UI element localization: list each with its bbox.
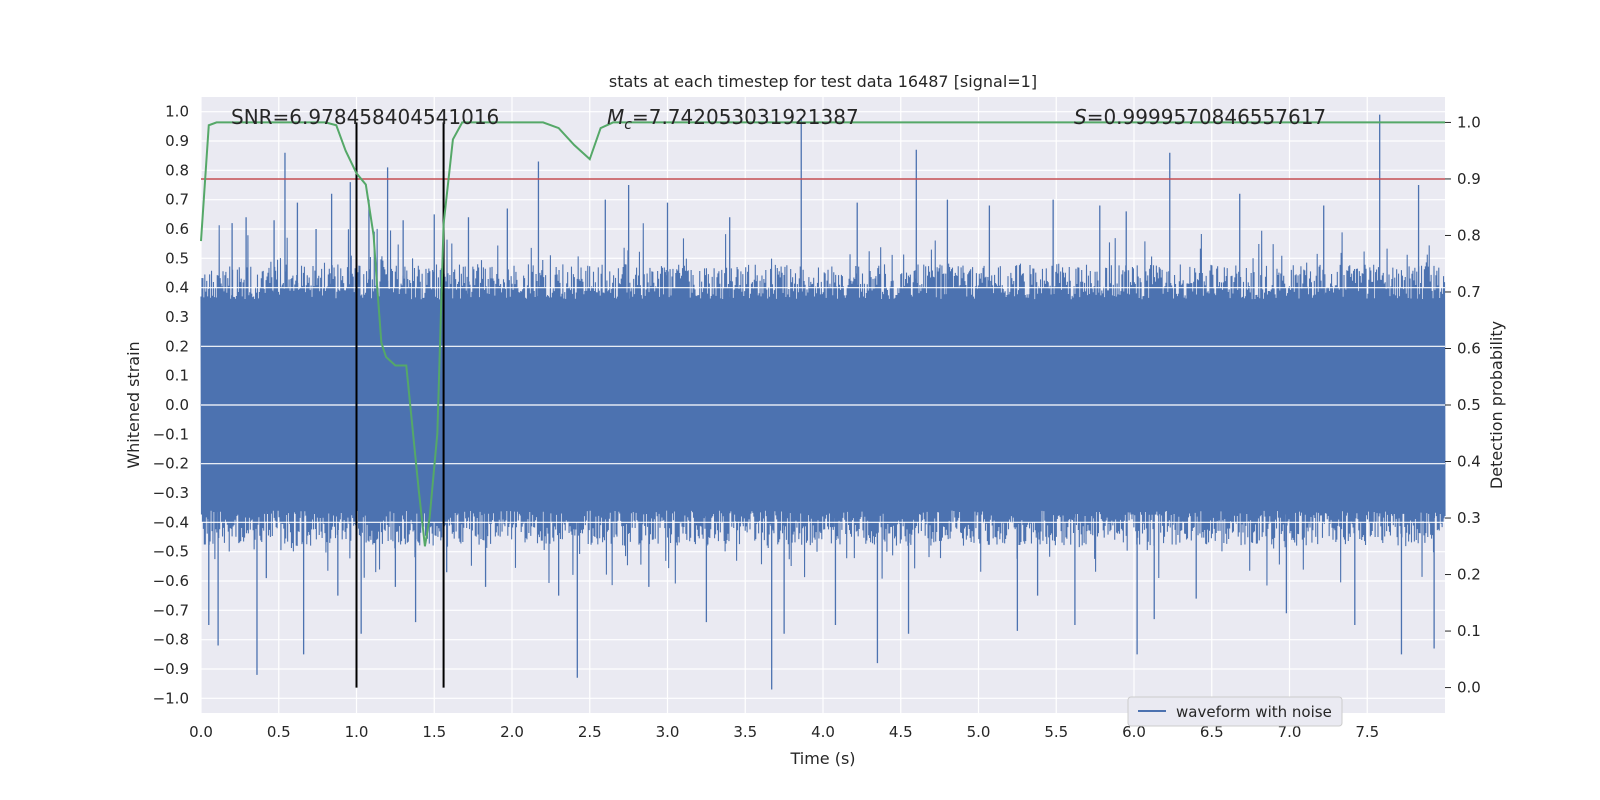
x-tick-label: 4.0 [811, 723, 835, 741]
y-tick-label: −0.6 [153, 572, 189, 590]
chirp-mass-annotation: Mc=7.742053031921387 [607, 105, 859, 133]
y-tick-label: −0.7 [153, 601, 189, 619]
y-tick-label: 0.1 [165, 367, 189, 385]
x-tick-label: 2.5 [578, 723, 602, 741]
y-tick-label: 0.0 [165, 396, 189, 414]
y-tick-label: 0.3 [165, 308, 189, 326]
y-tick-label: −0.8 [153, 631, 189, 649]
y-tick-label: 0.8 [165, 161, 189, 179]
y2-tick-label: 1.0 [1457, 113, 1481, 131]
y-tick-label: −0.3 [153, 484, 189, 502]
x-tick-label: 3.5 [733, 723, 757, 741]
x-tick-label: 7.0 [1278, 723, 1302, 741]
y2-tick-label: 0.9 [1457, 170, 1481, 188]
x-tick-label: 5.0 [967, 723, 991, 741]
y2-tick-label: 0.6 [1457, 339, 1481, 357]
legend-box [1127, 696, 1343, 727]
x-tick-label: 1.5 [422, 723, 446, 741]
legend-label: waveform with noise [1176, 703, 1332, 721]
waveform-noise-series [200, 114, 1446, 690]
s-annotation: S=0.9999570846557617 [1074, 105, 1326, 129]
y-tick-label: −0.2 [153, 455, 189, 473]
x-axis-label: Time (s) [789, 749, 855, 768]
y2-tick-labels: 1.0 0.9 0.8 0.7 0.6 0.5 0.4 0.3 0.2 0.1 0.0 [1445, 113, 1481, 697]
y2-tick-label: 0.3 [1457, 509, 1481, 527]
y-tick-label: 0.4 [165, 279, 189, 297]
mc-symbol: M [607, 105, 624, 129]
x-tick-label: 7.5 [1355, 723, 1379, 741]
s-value: =0.9999570846557617 [1087, 105, 1326, 129]
y-tick-label: −0.9 [153, 660, 189, 678]
overlay-series [200, 121, 1445, 688]
y2-tick-label: 0.8 [1457, 226, 1481, 244]
y-tick-label: −1.0 [153, 689, 189, 707]
y2-tick-label: 0.7 [1457, 283, 1481, 301]
legend: waveform with noise [1127, 696, 1343, 727]
y2-tick-label: 0.2 [1457, 566, 1481, 584]
x-tick-label: 3.0 [656, 723, 680, 741]
y2-tick-label: 0.5 [1457, 396, 1481, 414]
y2-tick-label: 0.4 [1457, 453, 1481, 471]
y-tick-label: −0.5 [153, 543, 189, 561]
x-tick-labels: 0.0 0.5 1.0 1.5 2.0 2.5 3.0 3.5 4.0 4.5 5.0 5.5 6.0 6… [189, 723, 1379, 741]
y-tick-label: 0.6 [165, 220, 189, 238]
y-tick-label: −0.4 [153, 513, 189, 531]
y-tick-label: 0.9 [165, 132, 189, 150]
mc-value: =7.742053031921387 [632, 105, 859, 129]
y2-tick-label: 0.1 [1457, 622, 1481, 640]
x-tick-label: 4.5 [889, 723, 913, 741]
detection-probability-line [200, 121, 1445, 547]
s-symbol: S [1074, 105, 1087, 129]
x-tick-label: 5.5 [1044, 723, 1068, 741]
x-tick-label: 6.0 [1122, 723, 1146, 741]
y-tick-label: −0.1 [153, 425, 189, 443]
y-tick-label: 0.2 [165, 337, 189, 355]
y-axis-label: Whitened strain [124, 341, 143, 468]
y-tick-label: 0.7 [165, 191, 189, 209]
y2-tick-label: 0.0 [1457, 679, 1481, 697]
y2-axis-label: Detection probability [1487, 321, 1506, 489]
x-tick-label: 1.0 [345, 723, 369, 741]
mc-subscript: c [624, 117, 632, 133]
y-tick-label: 1.0 [165, 103, 189, 121]
y-tick-labels: 1.0 0.9 0.8 0.7 0.6 0.5 0.4 0.3 0.2 0.1 0.0 −0.1 −0.… [153, 103, 189, 708]
x-tick-label: 6.5 [1200, 723, 1224, 741]
snr-annotation: SNR=6.978458404541016 [231, 105, 499, 129]
x-tick-label: 2.0 [500, 723, 524, 741]
y-tick-label: 0.5 [165, 249, 189, 267]
x-tick-label: 0.5 [267, 723, 291, 741]
x-tick-label: 0.0 [189, 723, 213, 741]
chart-title: stats at each timestep for test data 164… [609, 72, 1037, 91]
